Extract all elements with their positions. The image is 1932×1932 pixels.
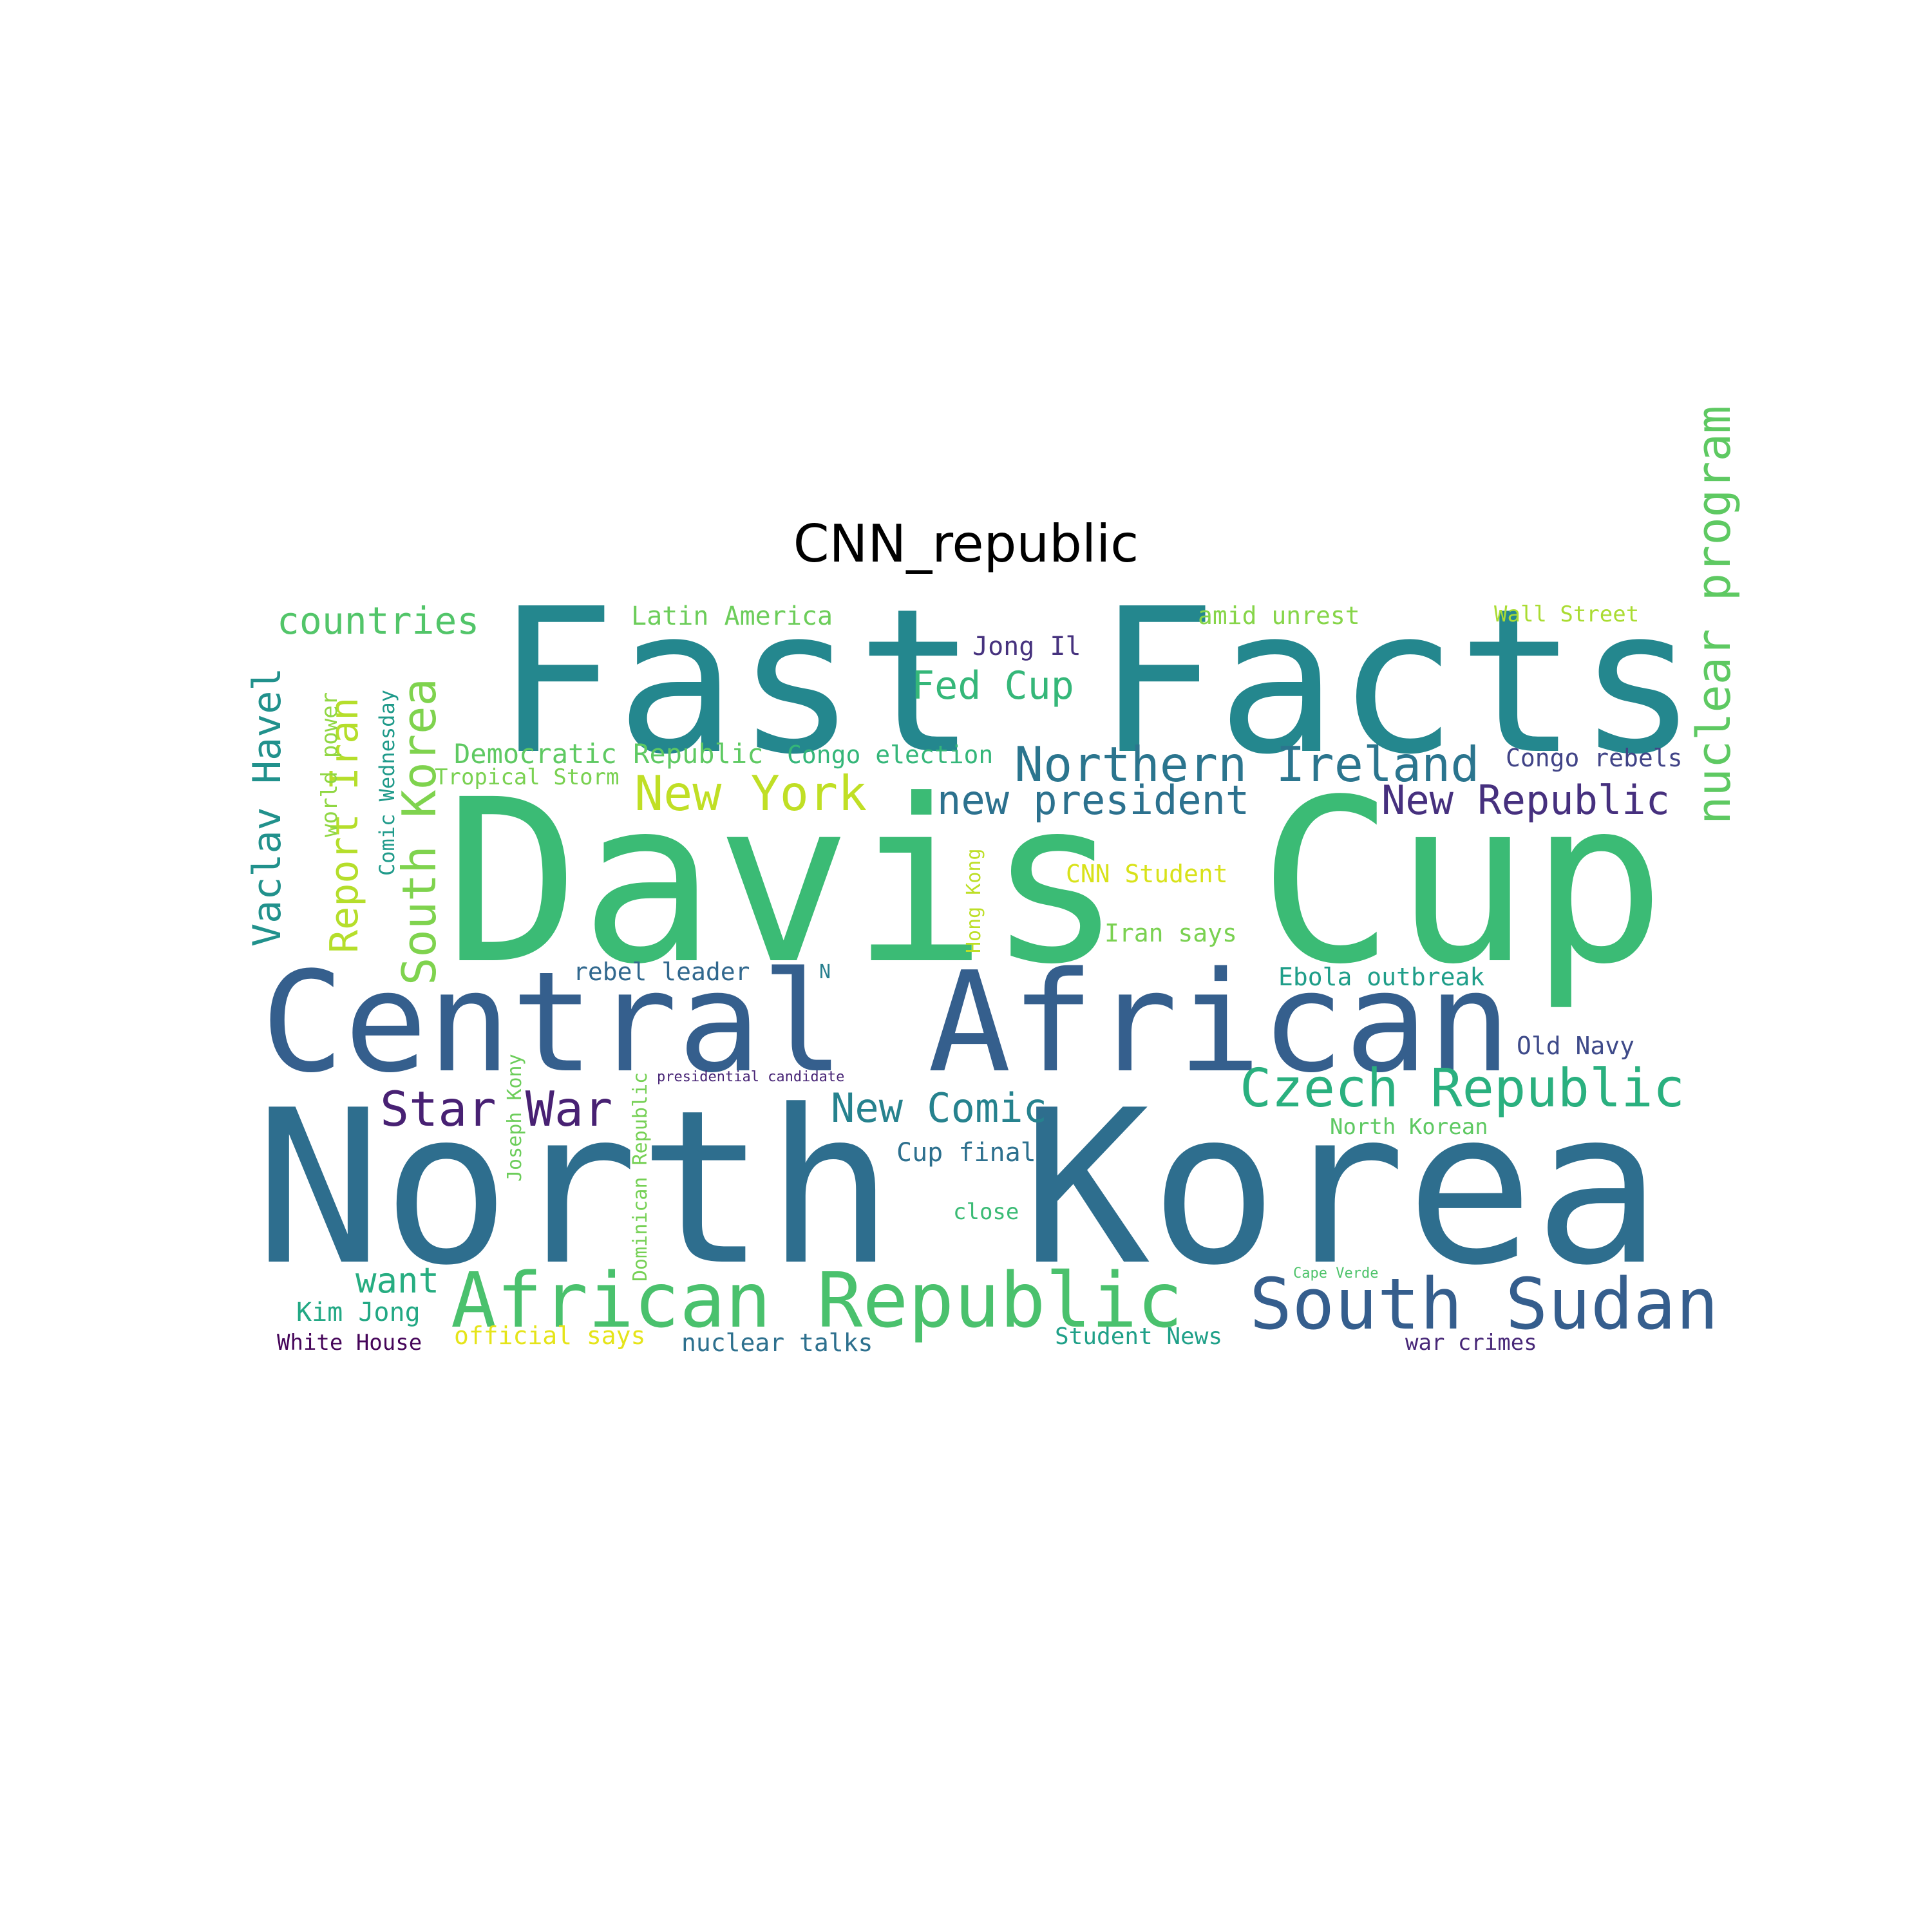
word-ebola-outbreak: Ebola outbreak: [1278, 963, 1485, 991]
word-fast-facts: Fast Facts: [496, 566, 1698, 799]
word-tropical-storm: Tropical Storm: [435, 764, 620, 790]
wordcloud-title: CNN_republic: [793, 514, 1139, 574]
word-rebel-leader: rebel leader: [573, 958, 750, 986]
word-iran-says: Iran says: [1104, 919, 1237, 947]
word-amid-unrest: amid unrest: [1198, 601, 1360, 630]
word-cape-verde: Cape Verde: [1293, 1265, 1379, 1282]
word-countries: countries: [277, 599, 480, 643]
word-northern-ireland: Northern Ireland: [1014, 736, 1480, 793]
word-kim-jong: Kim Jong: [296, 1298, 421, 1327]
word-south-sudan: South Sudan: [1249, 1263, 1719, 1345]
word-new-york: New York: [634, 765, 867, 822]
word-nuclear-talks: nuclear talks: [681, 1329, 873, 1357]
word-wall-street: Wall Street: [1494, 601, 1640, 627]
word-jong-il: Jong Il: [972, 632, 1081, 661]
word-congo-election: Congo election: [787, 741, 994, 769]
word-central-african: Central African: [261, 942, 1511, 1103]
word-african-republic: African Republic: [451, 1256, 1183, 1345]
word-nuclear-program: nuclear program: [1687, 405, 1741, 824]
word-comic-wednesday: Comic Wednesday: [375, 690, 399, 876]
word-dominican-republic: Dominican Republic: [629, 1072, 652, 1282]
word-north-korea: North Korea: [254, 1065, 1662, 1312]
word-fed-cup: Fed Cup: [911, 663, 1074, 708]
word-democratic-republic: Democratic Republic: [454, 738, 764, 770]
word-cnn-student: CNN Student: [1066, 860, 1228, 888]
word-student-news: Student News: [1055, 1323, 1223, 1350]
word-want: want: [355, 1260, 440, 1301]
word-new-republic: New Republic: [1381, 777, 1670, 824]
word-north-korean: North Korean: [1330, 1114, 1488, 1140]
word-n: N: [819, 961, 831, 983]
word-czech-republic: Czech Republic: [1240, 1058, 1685, 1119]
word-official-says: official says: [454, 1321, 646, 1350]
word-congo-rebels: Congo rebels: [1506, 744, 1683, 772]
word-world-power: world power: [317, 692, 343, 837]
word-hong-kong: Hong Kong: [963, 848, 985, 953]
word-close: close: [953, 1199, 1019, 1225]
word-war-crimes: war crimes: [1405, 1330, 1537, 1356]
word-star-war: Star War: [380, 1081, 613, 1137]
word-joseph-kony: Joseph Kony: [504, 1054, 526, 1182]
word-south-korea: South Korea: [392, 678, 446, 985]
word-cup-final: Cup final: [896, 1138, 1036, 1168]
word-vaclav-havel: Vaclav Havel: [245, 667, 290, 947]
word-white-house: White House: [277, 1330, 422, 1356]
word-new-comic: New Comic: [831, 1084, 1047, 1132]
word-davis-cup: Davis Cup: [444, 751, 1666, 1014]
word-new-president: new president: [937, 777, 1250, 824]
word-presidential-candidate: presidential candidate: [657, 1069, 845, 1085]
word-old-navy: Old Navy: [1517, 1032, 1635, 1060]
word-latin-america: Latin America: [631, 601, 833, 631]
